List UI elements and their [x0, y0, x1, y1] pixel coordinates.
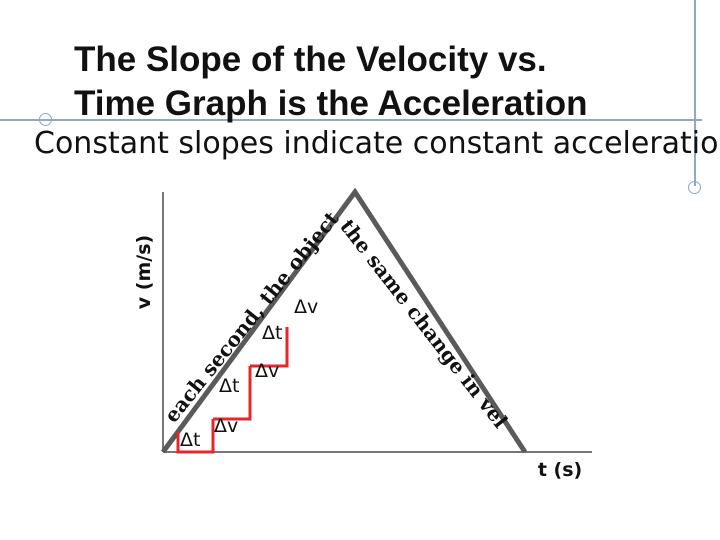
title-line-1: The Slope of the Velocity vs. — [74, 40, 547, 79]
rising-annotation: each second, the object experiences — [0, 0, 348, 427]
decor-rule-horizontal — [0, 119, 702, 121]
title-line-2: Time Graph is the Acceleration — [74, 84, 588, 123]
decor-rule-vertical — [694, 0, 696, 186]
step-3-dv-label: Δv — [294, 296, 318, 318]
step-2 — [213, 366, 252, 421]
step-2-dv-label: Δv — [255, 360, 279, 382]
step-3-dt-label: Δt — [262, 322, 282, 344]
step-3 — [250, 327, 289, 368]
step-1-dv-label: Δv — [214, 415, 238, 437]
step-1-dt-label: Δt — [180, 429, 200, 451]
rising-annotation-text: each second, the object experiences — [0, 0, 348, 427]
step-1 — [176, 419, 215, 454]
slide-subtitle: Constant slopes indicate constant accele… — [34, 126, 720, 161]
decor-circle-left — [39, 113, 52, 126]
x-axis-label: t (s) — [538, 459, 582, 481]
velocity-line — [160, 187, 528, 454]
decor-circle-right — [688, 181, 701, 194]
step-2-dt-label: Δt — [219, 375, 239, 397]
slide-title: The Slope of the Velocity vs. Time Graph… — [74, 38, 694, 126]
y-axis-label: v (m/s) — [133, 235, 155, 309]
